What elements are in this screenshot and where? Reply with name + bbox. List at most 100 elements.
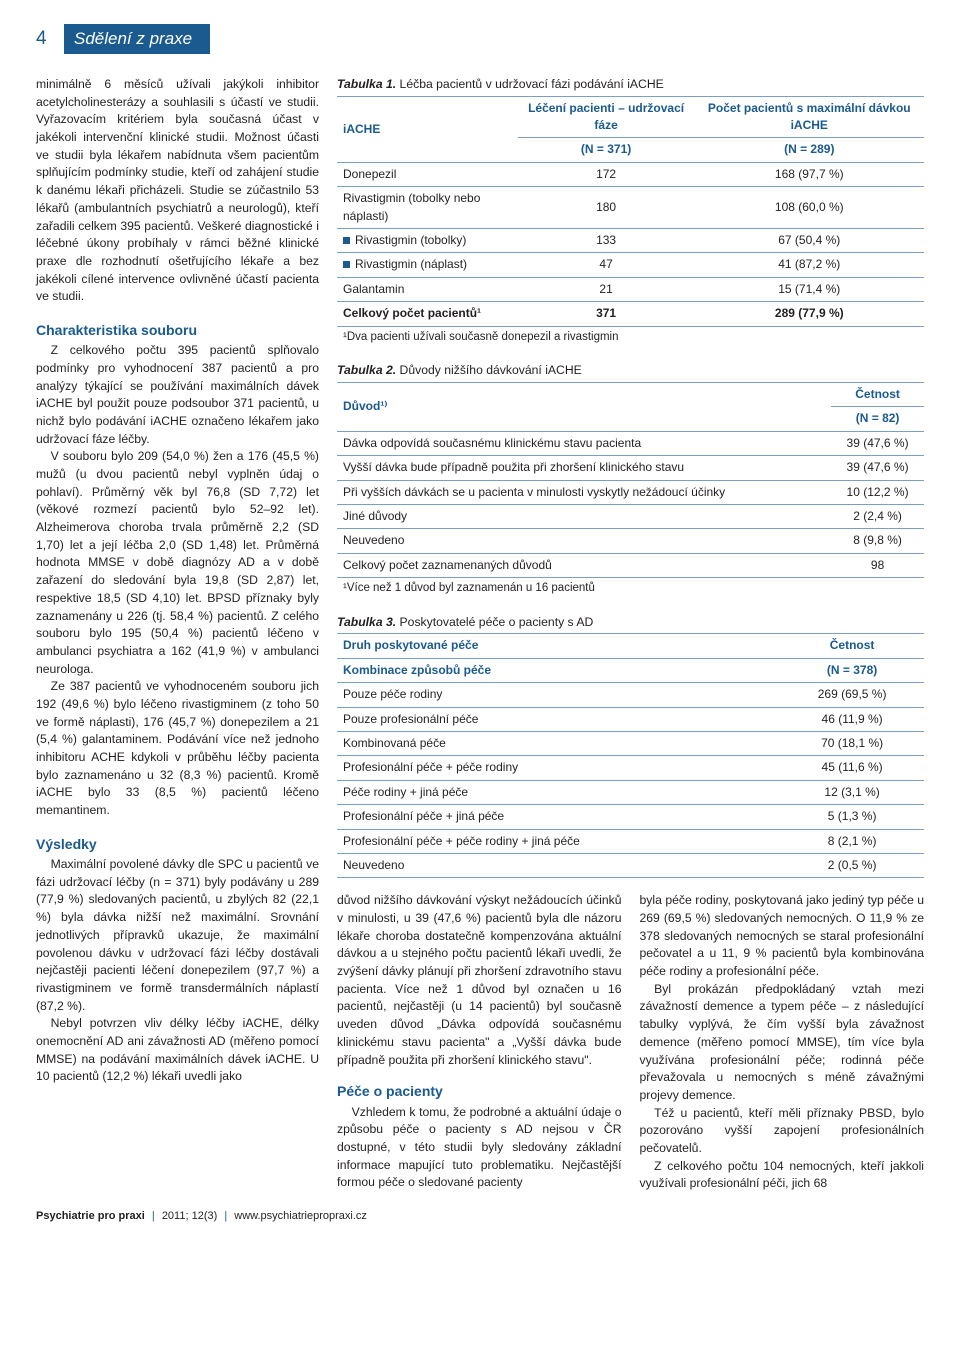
table-cell: Celkový počet zaznamenaných důvodů [337, 553, 831, 577]
table-cell: 45 (11,6 %) [780, 756, 924, 780]
table2-head-col2a: Četnost [831, 382, 924, 406]
table-row: Celkový počet zaznamenaných důvodů98 [337, 553, 924, 577]
body-text: byla péče rodiny, poskytovaná jako jedin… [640, 892, 925, 980]
table-cell: Dávka odpovídá současnému klinickému sta… [337, 431, 831, 455]
page-header: 4 Sdělení z praxe [36, 24, 924, 54]
table-cell: Celkový počet pacientů¹ [337, 302, 518, 326]
table-cell: Jiné důvody [337, 504, 831, 528]
table-row: Rivastigmin (tobolky)13367 (50,4 %) [337, 229, 924, 253]
table2-caption: Tabulka 2. Důvody nižšího dávkování iACH… [337, 362, 924, 380]
body-text: Z celkového počtu 395 pacientů splňovalo… [36, 342, 319, 448]
heading-pece: Péče o pacienty [337, 1081, 622, 1101]
table-row: Dávka odpovídá současnému klinickému sta… [337, 431, 924, 455]
table-cell: 12 (3,1 %) [780, 780, 924, 804]
table-cell: Rivastigmin (tobolky) [337, 229, 518, 253]
body-text: důvod nižšího dávkování výskyt nežádoucí… [337, 892, 622, 1069]
table-cell: ¹Dva pacienti užívali současně donepezil… [337, 326, 924, 348]
bullet-square-icon [343, 237, 350, 244]
footer-issue: 2011; 12(3) [162, 1210, 217, 1222]
table-cell: Neuvedeno [337, 529, 831, 553]
table3-head-col2a: Četnost [780, 634, 924, 658]
table-cell: Rivastigmin (náplast) [337, 253, 518, 277]
table-cell: 10 (12,2 %) [831, 480, 924, 504]
table3-head-col1a: Druh poskytované péče [337, 634, 780, 658]
table-cell: 2 (2,4 %) [831, 504, 924, 528]
table-cell: 168 (97,7 %) [695, 162, 924, 186]
table-cell: Neuvedeno [337, 853, 780, 877]
table-cell: Kombinovaná péče [337, 732, 780, 756]
table-cell: 70 (18,1 %) [780, 732, 924, 756]
table2-head-col1: Důvod¹⁾ [337, 382, 831, 431]
heading-vysledky: Výsledky [36, 834, 319, 854]
table-cell: Profesionální péče + jiná péče [337, 805, 780, 829]
table-row: Rivastigmin (tobolky nebo náplasti)18010… [337, 187, 924, 229]
table-cell: Pouze profesionální péče [337, 707, 780, 731]
table-cell: Pouze péče rodiny [337, 683, 780, 707]
table-cell: 21 [518, 277, 695, 301]
bottom-columns: důvod nižšího dávkování výskyt nežádoucí… [337, 892, 924, 1193]
table-cell: 98 [831, 553, 924, 577]
table-cell: 47 [518, 253, 695, 277]
body-text: minimálně 6 měsíců užívali jakýkoli inhi… [36, 76, 319, 306]
table3-head-col1b: Kombinace způsobů péče [337, 658, 780, 682]
section-tab: Sdělení z praxe [64, 24, 210, 54]
table-cell: Donepezil [337, 162, 518, 186]
table-cell: 41 (87,2 %) [695, 253, 924, 277]
table-cell: 133 [518, 229, 695, 253]
table-cell: 289 (77,9 %) [695, 302, 924, 326]
separator-icon: | [148, 1210, 159, 1222]
table1-head-col2b: (N = 371) [518, 138, 695, 162]
table1-head-col1: iACHE [337, 96, 518, 162]
bottom-col1: důvod nižšího dávkování výskyt nežádoucí… [337, 892, 622, 1193]
body-text: Z celkového počtu 104 nemocných, kteří j… [640, 1158, 925, 1193]
table-row: Profesionální péče + péče rodiny + jiná … [337, 829, 924, 853]
table-row: Profesionální péče + jiná péče5 (1,3 %) [337, 805, 924, 829]
table-footnote: ¹Více než 1 důvod byl zaznamenán u 16 pa… [337, 578, 924, 600]
body-text: Maximální povolené dávky dle SPC u pacie… [36, 856, 319, 1015]
table-cell: Vyšší dávka bude případně použita při zh… [337, 456, 831, 480]
table-row: Pouze profesionální péče46 (11,9 %) [337, 707, 924, 731]
table-row: Pouze péče rodiny269 (69,5 %) [337, 683, 924, 707]
separator-icon: | [220, 1210, 231, 1222]
body-text: Též u pacientů, kteří měli příznaky PBSD… [640, 1105, 925, 1158]
page-number: 4 [36, 24, 64, 54]
table1-head-col3a: Počet pacientů s maximální dávkou iACHE [695, 96, 924, 138]
table-cell: Péče rodiny + jiná péče [337, 780, 780, 804]
table-cell: Při vyšších dávkách se u pacienta v minu… [337, 480, 831, 504]
table3: Druh poskytované péče Četnost Kombinace … [337, 633, 924, 878]
body-text: Ze 387 pacientů ve vyhodnoceném souboru … [36, 678, 319, 820]
table-row: Donepezil172168 (97,7 %) [337, 162, 924, 186]
table-cell: 371 [518, 302, 695, 326]
table-row: Galantamin2115 (71,4 %) [337, 277, 924, 301]
table2-caption-label: Tabulka 2. [337, 363, 396, 377]
body-text: Byl prokázán předpokládaný vztah mezi zá… [640, 981, 925, 1105]
table-footnote: ¹Dva pacienti užívali současně donepezil… [337, 326, 924, 348]
table-cell: 108 (60,0 %) [695, 187, 924, 229]
table-row: Jiné důvody2 (2,4 %) [337, 504, 924, 528]
table-row: Vyšší dávka bude případně použita při zh… [337, 456, 924, 480]
table1-head-col3b: (N = 289) [695, 138, 924, 162]
table-cell: 39 (47,6 %) [831, 431, 924, 455]
table-cell: 8 (9,8 %) [831, 529, 924, 553]
right-column: Tabulka 1. Léčba pacientů v udržovací fá… [337, 76, 924, 1193]
table-cell: Profesionální péče + péče rodiny [337, 756, 780, 780]
body-text: Vzhledem k tomu, že podrobné a aktuální … [337, 1104, 622, 1192]
table-cell: 180 [518, 187, 695, 229]
table3-caption-text: Poskytovatelé péče o pacienty s AD [396, 615, 593, 629]
table-row: Neuvedeno2 (0,5 %) [337, 853, 924, 877]
table-cell: 269 (69,5 %) [780, 683, 924, 707]
bottom-col2: byla péče rodiny, poskytovaná jako jedin… [640, 892, 925, 1193]
table-cell: 39 (47,6 %) [831, 456, 924, 480]
table3-caption: Tabulka 3. Poskytovatelé péče o pacienty… [337, 614, 924, 632]
table-row: Profesionální péče + péče rodiny45 (11,6… [337, 756, 924, 780]
heading-charakteristika: Charakteristika souboru [36, 320, 319, 340]
table1-caption: Tabulka 1. Léčba pacientů v udržovací fá… [337, 76, 924, 94]
table1-caption-text: Léčba pacientů v udržovací fázi podávání… [396, 77, 664, 91]
table-row: Rivastigmin (náplast)4741 (87,2 %) [337, 253, 924, 277]
table-row: Neuvedeno8 (9,8 %) [337, 529, 924, 553]
table-cell: 5 (1,3 %) [780, 805, 924, 829]
table-row: Péče rodiny + jiná péče12 (3,1 %) [337, 780, 924, 804]
footer-journal: Psychiatrie pro praxi [36, 1210, 145, 1222]
table-row-total: Celkový počet pacientů¹371289 (77,9 %) [337, 302, 924, 326]
table-cell: Rivastigmin (tobolky nebo náplasti) [337, 187, 518, 229]
